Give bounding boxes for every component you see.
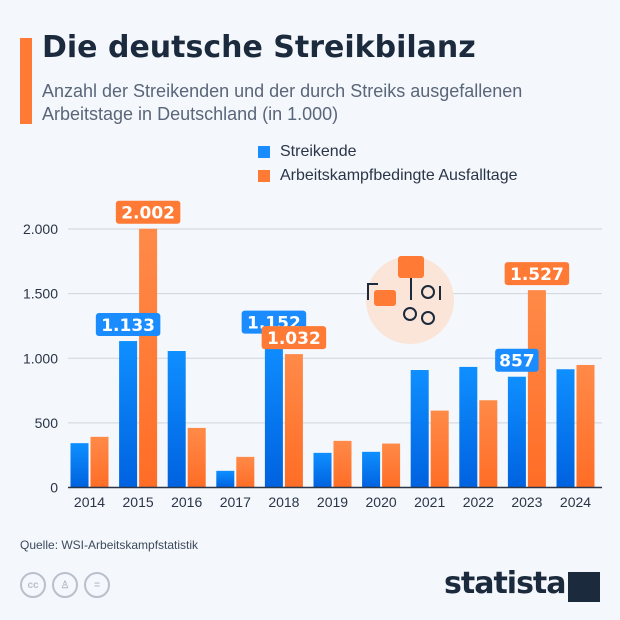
data-label-box: [115, 200, 181, 224]
page-title: Die deutsche Streikbilanz: [42, 30, 476, 65]
statista-logo-mark-icon: [568, 572, 600, 602]
x-tick-label: 2020: [366, 494, 397, 510]
y-tick-label: 2.000: [23, 221, 58, 237]
bar-streikende-2017: [216, 470, 235, 488]
source-note: Quelle: WSI-Arbeitskampfstatistik: [20, 538, 199, 552]
data-label: 857: [499, 352, 535, 372]
strike-illustration-icon: [366, 256, 454, 344]
statista-logo[interactable]: statista: [444, 566, 567, 601]
accent-bar: [20, 38, 32, 124]
y-tick-label: 500: [35, 415, 59, 431]
bar-streikende-2019: [313, 452, 332, 488]
bar-streikende-2015: [119, 341, 138, 488]
bar-streikende-2024: [556, 369, 575, 488]
x-tick-label: 2016: [171, 494, 202, 510]
x-tick-label: 2014: [74, 494, 105, 510]
equals-icon[interactable]: =: [84, 572, 110, 598]
bar-ausfalltage-2024: [576, 364, 595, 488]
bar-ausfalltage-2019: [333, 440, 352, 488]
x-tick-label: 2023: [511, 494, 542, 510]
license-icons: cc ♙ =: [20, 572, 110, 598]
data-label-box: [95, 313, 161, 337]
legend: Streikende Arbeitskampfbedingte Ausfallt…: [258, 140, 517, 188]
bar-ausfalltage-2017: [236, 456, 255, 488]
cc-icon[interactable]: cc: [20, 572, 46, 598]
legend-label: Streikende: [280, 143, 357, 160]
bar-streikende-2014: [70, 443, 89, 488]
bar-ausfalltage-2022: [479, 400, 498, 488]
legend-item-ausfalltage: Arbeitskampfbedingte Ausfalltage: [258, 164, 517, 188]
subtitle: Anzahl der Streikenden und der durch Str…: [42, 81, 523, 124]
y-tick-label: 1.500: [23, 286, 58, 302]
bar-streikende-2018: [264, 338, 283, 488]
legend-item-streikende: Streikende: [258, 140, 517, 164]
data-label-box: [261, 326, 327, 350]
x-tick-label: 2015: [123, 494, 154, 510]
x-tick-label: 2017: [220, 494, 251, 510]
x-tick-label: 2019: [317, 494, 348, 510]
data-label: 1.032: [267, 329, 321, 349]
legend-swatch: [258, 170, 270, 182]
person-icon[interactable]: ♙: [52, 572, 78, 598]
bar-streikende-2020: [362, 451, 381, 488]
x-tick-label: 2021: [414, 494, 445, 510]
y-tick-label: 1.000: [23, 350, 58, 366]
bar-ausfalltage-2018: [284, 354, 303, 488]
bar-ausfalltage-2016: [187, 427, 206, 488]
x-tick-label: 2024: [560, 494, 591, 510]
bar-ausfalltage-2020: [382, 443, 401, 488]
data-label: 2.002: [121, 204, 175, 224]
data-label: 1.133: [101, 316, 155, 336]
bar-ausfalltage-2023: [527, 290, 546, 488]
legend-label: Arbeitskampfbedingte Ausfalltage: [280, 167, 518, 184]
bar-streikende-2022: [459, 366, 478, 488]
data-label-box: [504, 262, 570, 286]
x-tick-label: 2018: [268, 494, 299, 510]
x-tick-label: 2022: [463, 494, 494, 510]
bar-ausfalltage-2015: [139, 228, 158, 488]
bar-ausfalltage-2021: [430, 410, 449, 488]
bar-ausfalltage-2014: [90, 436, 109, 488]
bar-streikende-2016: [167, 351, 186, 488]
data-label-box: [495, 348, 539, 372]
legend-swatch: [258, 146, 270, 158]
bar-streikende-2023: [507, 376, 526, 488]
y-tick-label: 0: [50, 480, 58, 496]
bar-streikende-2021: [410, 370, 429, 488]
data-label: 1.527: [510, 265, 564, 285]
